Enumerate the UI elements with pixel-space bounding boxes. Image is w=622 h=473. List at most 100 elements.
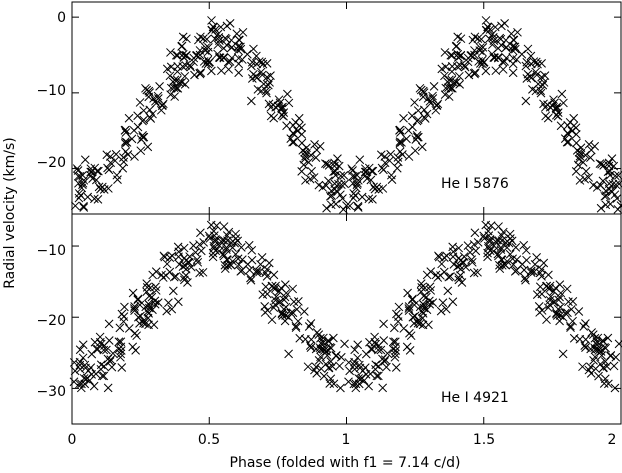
data-point-stroke-b xyxy=(119,157,129,167)
data-point-stroke-b xyxy=(195,240,204,249)
data-point-stroke-b xyxy=(399,324,409,333)
data-point-stroke-b xyxy=(262,59,272,68)
data-point-stroke-b xyxy=(116,337,126,347)
data-point xyxy=(297,167,307,176)
data-point xyxy=(92,166,102,176)
data-point-stroke-b xyxy=(123,150,133,159)
data-point xyxy=(297,130,307,139)
data-point-stroke-b xyxy=(389,337,398,347)
data-point-stroke-b xyxy=(331,199,341,209)
data-point xyxy=(79,201,88,211)
data-point xyxy=(293,316,303,326)
data-point xyxy=(330,158,339,168)
data-point-stroke-b xyxy=(453,262,462,271)
data-point xyxy=(264,258,274,268)
data-point-stroke-b xyxy=(596,203,606,213)
data-point-stroke-b xyxy=(496,243,506,252)
data-point xyxy=(495,260,504,270)
data-point xyxy=(556,288,566,298)
data-point xyxy=(390,349,400,359)
data-point xyxy=(336,383,345,393)
data-point xyxy=(425,296,434,306)
data-point xyxy=(513,27,522,37)
bottom-ytick-label-0: −10 xyxy=(36,243,66,259)
data-point-stroke-b xyxy=(120,302,129,312)
data-point-stroke-b xyxy=(78,170,87,180)
data-point xyxy=(590,141,600,151)
data-point-stroke-b xyxy=(179,254,189,263)
data-point-stroke-b xyxy=(141,319,150,329)
data-point-stroke-b xyxy=(288,121,298,130)
data-point xyxy=(440,48,450,57)
data-point xyxy=(372,182,382,192)
data-point xyxy=(167,304,177,314)
data-point-stroke-b xyxy=(340,339,349,349)
data-point-stroke-b xyxy=(444,272,454,282)
data-point-stroke-b xyxy=(522,57,532,67)
data-point-stroke-b xyxy=(557,89,567,99)
data-point-stroke-b xyxy=(422,292,431,302)
data-point xyxy=(312,369,322,378)
data-point-stroke-b xyxy=(196,228,205,238)
data-point xyxy=(79,175,89,185)
data-point-stroke-b xyxy=(269,303,279,313)
data-point xyxy=(116,352,125,362)
data-point xyxy=(216,237,226,246)
data-point-stroke-b xyxy=(216,66,226,76)
data-point xyxy=(364,194,374,204)
data-point-stroke-b xyxy=(220,33,230,43)
top-ytick-label-0: 0 xyxy=(57,10,66,26)
data-point-stroke-b xyxy=(568,316,577,326)
data-point xyxy=(242,49,252,59)
data-point xyxy=(500,19,509,28)
data-point xyxy=(236,243,246,252)
data-point-stroke-b xyxy=(78,353,88,363)
data-point-stroke-b xyxy=(258,290,268,299)
data-point-stroke-b xyxy=(581,319,590,328)
data-point xyxy=(364,381,374,391)
data-point-stroke-b xyxy=(122,138,132,147)
data-point-stroke-b xyxy=(416,287,426,297)
data-point-stroke-b xyxy=(443,77,452,87)
data-point xyxy=(423,94,433,103)
data-point-stroke-b xyxy=(402,134,411,144)
data-point-stroke-b xyxy=(209,226,219,236)
data-point xyxy=(257,86,266,96)
data-point-stroke-b xyxy=(483,226,493,236)
data-point-stroke-b xyxy=(371,360,381,370)
data-point-stroke-b xyxy=(610,190,620,200)
data-point-stroke-b xyxy=(508,53,518,63)
data-point xyxy=(179,243,189,253)
data-point-stroke-b xyxy=(483,252,492,262)
data-point xyxy=(611,352,621,362)
data-point xyxy=(481,16,491,25)
data-point xyxy=(378,354,387,364)
bottom-panel-marks xyxy=(69,220,622,393)
data-point xyxy=(379,336,389,345)
data-point-stroke-b xyxy=(531,67,541,77)
data-point-stroke-b xyxy=(447,67,457,76)
data-point xyxy=(195,240,204,249)
data-point xyxy=(275,98,285,108)
data-point xyxy=(395,139,405,148)
data-point-stroke-b xyxy=(206,66,216,76)
data-point-stroke-b xyxy=(79,175,89,185)
data-point xyxy=(469,268,479,278)
data-point xyxy=(128,288,138,298)
data-point xyxy=(606,199,615,209)
data-point xyxy=(490,22,500,32)
data-point-stroke-b xyxy=(508,254,517,264)
top-panel-marks xyxy=(70,16,622,214)
data-point-stroke-b xyxy=(119,153,128,162)
x-axis-title: Phase (folded with f1 = 7.14 c/d) xyxy=(230,455,461,471)
data-point-stroke-b xyxy=(256,260,265,269)
data-point xyxy=(480,234,489,243)
data-point xyxy=(566,323,575,333)
data-point xyxy=(536,88,546,98)
data-point-stroke-b xyxy=(112,170,122,180)
data-point-stroke-b xyxy=(252,266,262,276)
data-point-stroke-b xyxy=(236,266,246,276)
data-point-stroke-b xyxy=(138,132,148,142)
data-point-stroke-b xyxy=(142,279,152,289)
data-point xyxy=(232,29,242,39)
